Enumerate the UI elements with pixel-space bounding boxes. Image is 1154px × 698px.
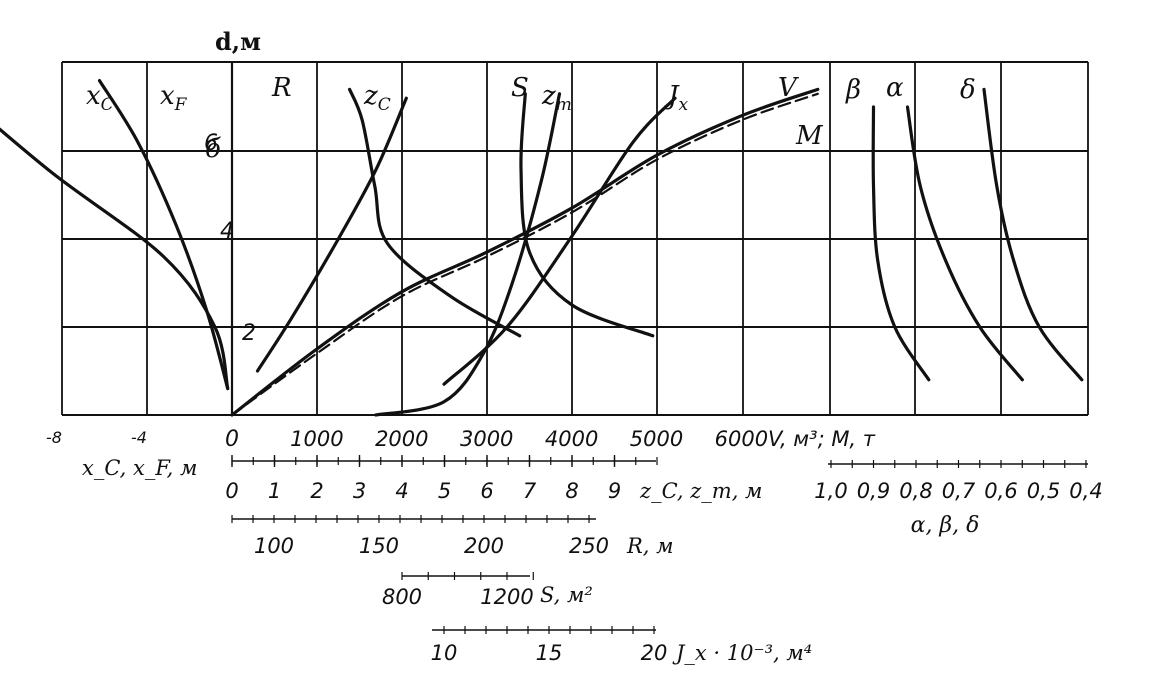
axis-label-jx: J_x · 10⁻³, м⁴ [672, 641, 812, 665]
curve-label: xC [86, 81, 114, 115]
z-tick-label: 6 [480, 479, 493, 503]
r-tick-label: 100 [254, 534, 294, 558]
r-tick-label: 200 [464, 534, 504, 558]
coef-tick-label: 1,0 [814, 479, 847, 503]
coef-tick-label: 0,6 [984, 479, 1017, 503]
y-tick-label: 2 [242, 321, 256, 346]
series-line-M [230, 92, 819, 417]
series-line- [982, 87, 1084, 382]
series-line-zC [255, 96, 408, 373]
curve-label: Jx [663, 81, 688, 115]
x-tick-label-v: 6000 [715, 427, 768, 451]
r-tick-label: 150 [359, 534, 399, 558]
jx-tick-label: 15 [536, 641, 563, 665]
z-tick-label: 1 [268, 479, 281, 503]
x-tick-label-xc: 0 [225, 427, 239, 452]
x-tick-label-v: 3000 [460, 427, 513, 451]
z-tick-label: 7 [523, 479, 537, 503]
curve-label: M [795, 121, 824, 151]
curve-label: V [778, 73, 799, 103]
z-tick-label: 8 [565, 479, 578, 503]
y-axis-label: d,м [215, 27, 261, 56]
y-tick-label: 6 [204, 131, 218, 156]
curve-label: δ [960, 75, 976, 105]
curve-label: β [845, 75, 861, 105]
axis-label-z: z_C, z_m, м [639, 479, 762, 503]
r-tick-label: 250 [569, 534, 609, 558]
x-tick-label-v: 5000 [630, 427, 683, 451]
z-tick-label: 3 [353, 479, 366, 503]
coef-tick-label: 0,7 [942, 479, 976, 503]
axis-label-v-m: V, м³; M, т [768, 427, 876, 451]
axis-label-coef: α, β, δ [911, 513, 980, 538]
axis-label-r: R, м [626, 534, 674, 558]
series-line-xF [97, 79, 230, 391]
z-tick-label: 9 [608, 479, 621, 503]
coef-tick-label: 0,5 [1027, 479, 1060, 503]
series-line-R [348, 87, 522, 338]
curve-label: zC [363, 81, 391, 115]
coef-tick-label: 0,4 [1069, 479, 1102, 503]
z-tick-label: 5 [438, 479, 451, 503]
x-tick-label-xc: -4 [131, 428, 147, 447]
series-line-Jx [442, 96, 677, 386]
axis-label-xc-xf: x_C, x_F, м [82, 456, 197, 480]
jx-tick-label: 10 [431, 641, 458, 665]
series-line-S [374, 92, 562, 417]
x-tick-label-v: 4000 [545, 427, 598, 451]
y-tick-label: 4 [220, 219, 234, 244]
series-line-V [230, 87, 820, 417]
curve-label: zm [541, 81, 572, 115]
series-line-xC [0, 127, 230, 391]
z-tick-label: 2 [310, 479, 323, 503]
jx-tick-label: 20 [641, 641, 668, 665]
z-tick-label: 4 [395, 479, 408, 503]
series-line-zm [519, 92, 655, 338]
series-line- [905, 105, 1024, 382]
s-tick-label: 800 [382, 585, 422, 609]
curve-label: б [205, 134, 221, 164]
curve-label: α [886, 73, 904, 103]
curve-label: R [271, 73, 292, 103]
x-tick-label-v: 2000 [375, 427, 428, 451]
curve-label: S [511, 73, 529, 103]
s-tick-label: 1200 [480, 585, 533, 609]
axis-label-s: S, м² [540, 583, 593, 607]
curve-label: xF [160, 81, 188, 115]
series-line- [871, 105, 931, 382]
x-tick-label-xc: -8 [46, 428, 62, 447]
x-tick-label-v: 1000 [290, 427, 343, 451]
coef-tick-label: 0,9 [857, 479, 890, 503]
z-tick-label: 0 [225, 479, 238, 503]
coef-tick-label: 0,8 [899, 479, 932, 503]
